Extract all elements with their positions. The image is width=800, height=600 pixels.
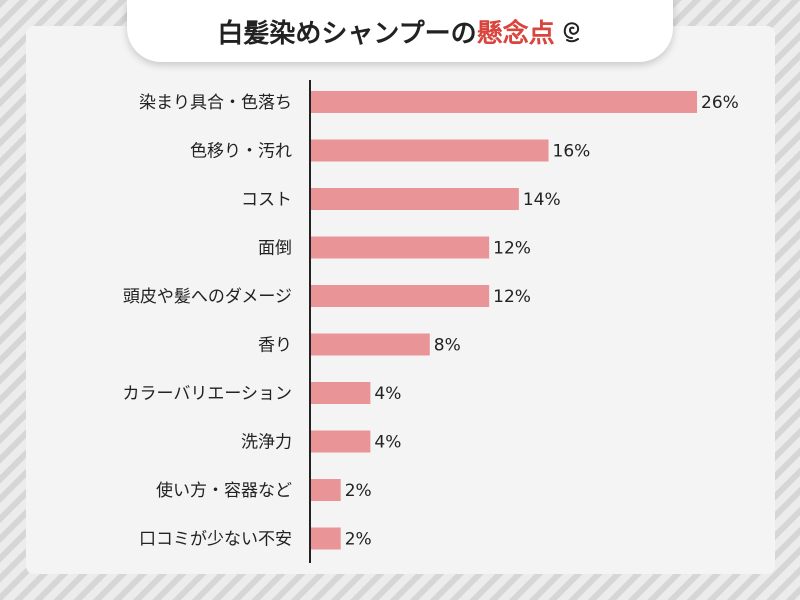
bar <box>311 479 341 501</box>
value-label: 2% <box>345 481 372 501</box>
bar <box>311 236 490 259</box>
category-label: 香り <box>258 336 292 356</box>
bar <box>311 91 697 113</box>
value-label: 4% <box>374 384 401 404</box>
chart-title-accent: 懸念点 <box>476 18 555 49</box>
category-label: 洗浄力 <box>241 433 292 453</box>
category-label: 色移り・汚れ <box>190 142 292 162</box>
bar <box>311 430 371 453</box>
category-label: 面倒 <box>258 239 292 259</box>
value-label: 12% <box>493 287 531 307</box>
category-label: カラーバリエーション <box>123 384 293 404</box>
category-label: 染まり具合・色落ち <box>139 93 292 113</box>
bar <box>311 382 371 404</box>
bar <box>311 285 490 307</box>
value-label: 4% <box>374 433 401 453</box>
title-banner: 白髪染めシャンプーの 懸念点 <box>127 0 673 62</box>
chart-title: 白髪染めシャンプーの <box>217 18 477 49</box>
bar <box>311 333 430 356</box>
value-label: 14% <box>523 190 561 210</box>
value-label: 26% <box>701 93 739 113</box>
value-label: 8% <box>434 336 461 356</box>
spiral-icon <box>561 18 583 44</box>
value-label: 16% <box>553 142 591 162</box>
bar <box>311 188 519 210</box>
category-label: 使い方・容器など <box>156 480 292 501</box>
category-label: 口コミが少ない不安 <box>139 530 292 550</box>
bar <box>311 527 341 550</box>
bar <box>311 139 549 162</box>
category-label: コスト <box>241 190 292 210</box>
value-label: 12% <box>493 239 531 259</box>
category-label: 頭皮や髪へのダメージ <box>123 287 292 307</box>
value-label: 2% <box>345 530 372 550</box>
